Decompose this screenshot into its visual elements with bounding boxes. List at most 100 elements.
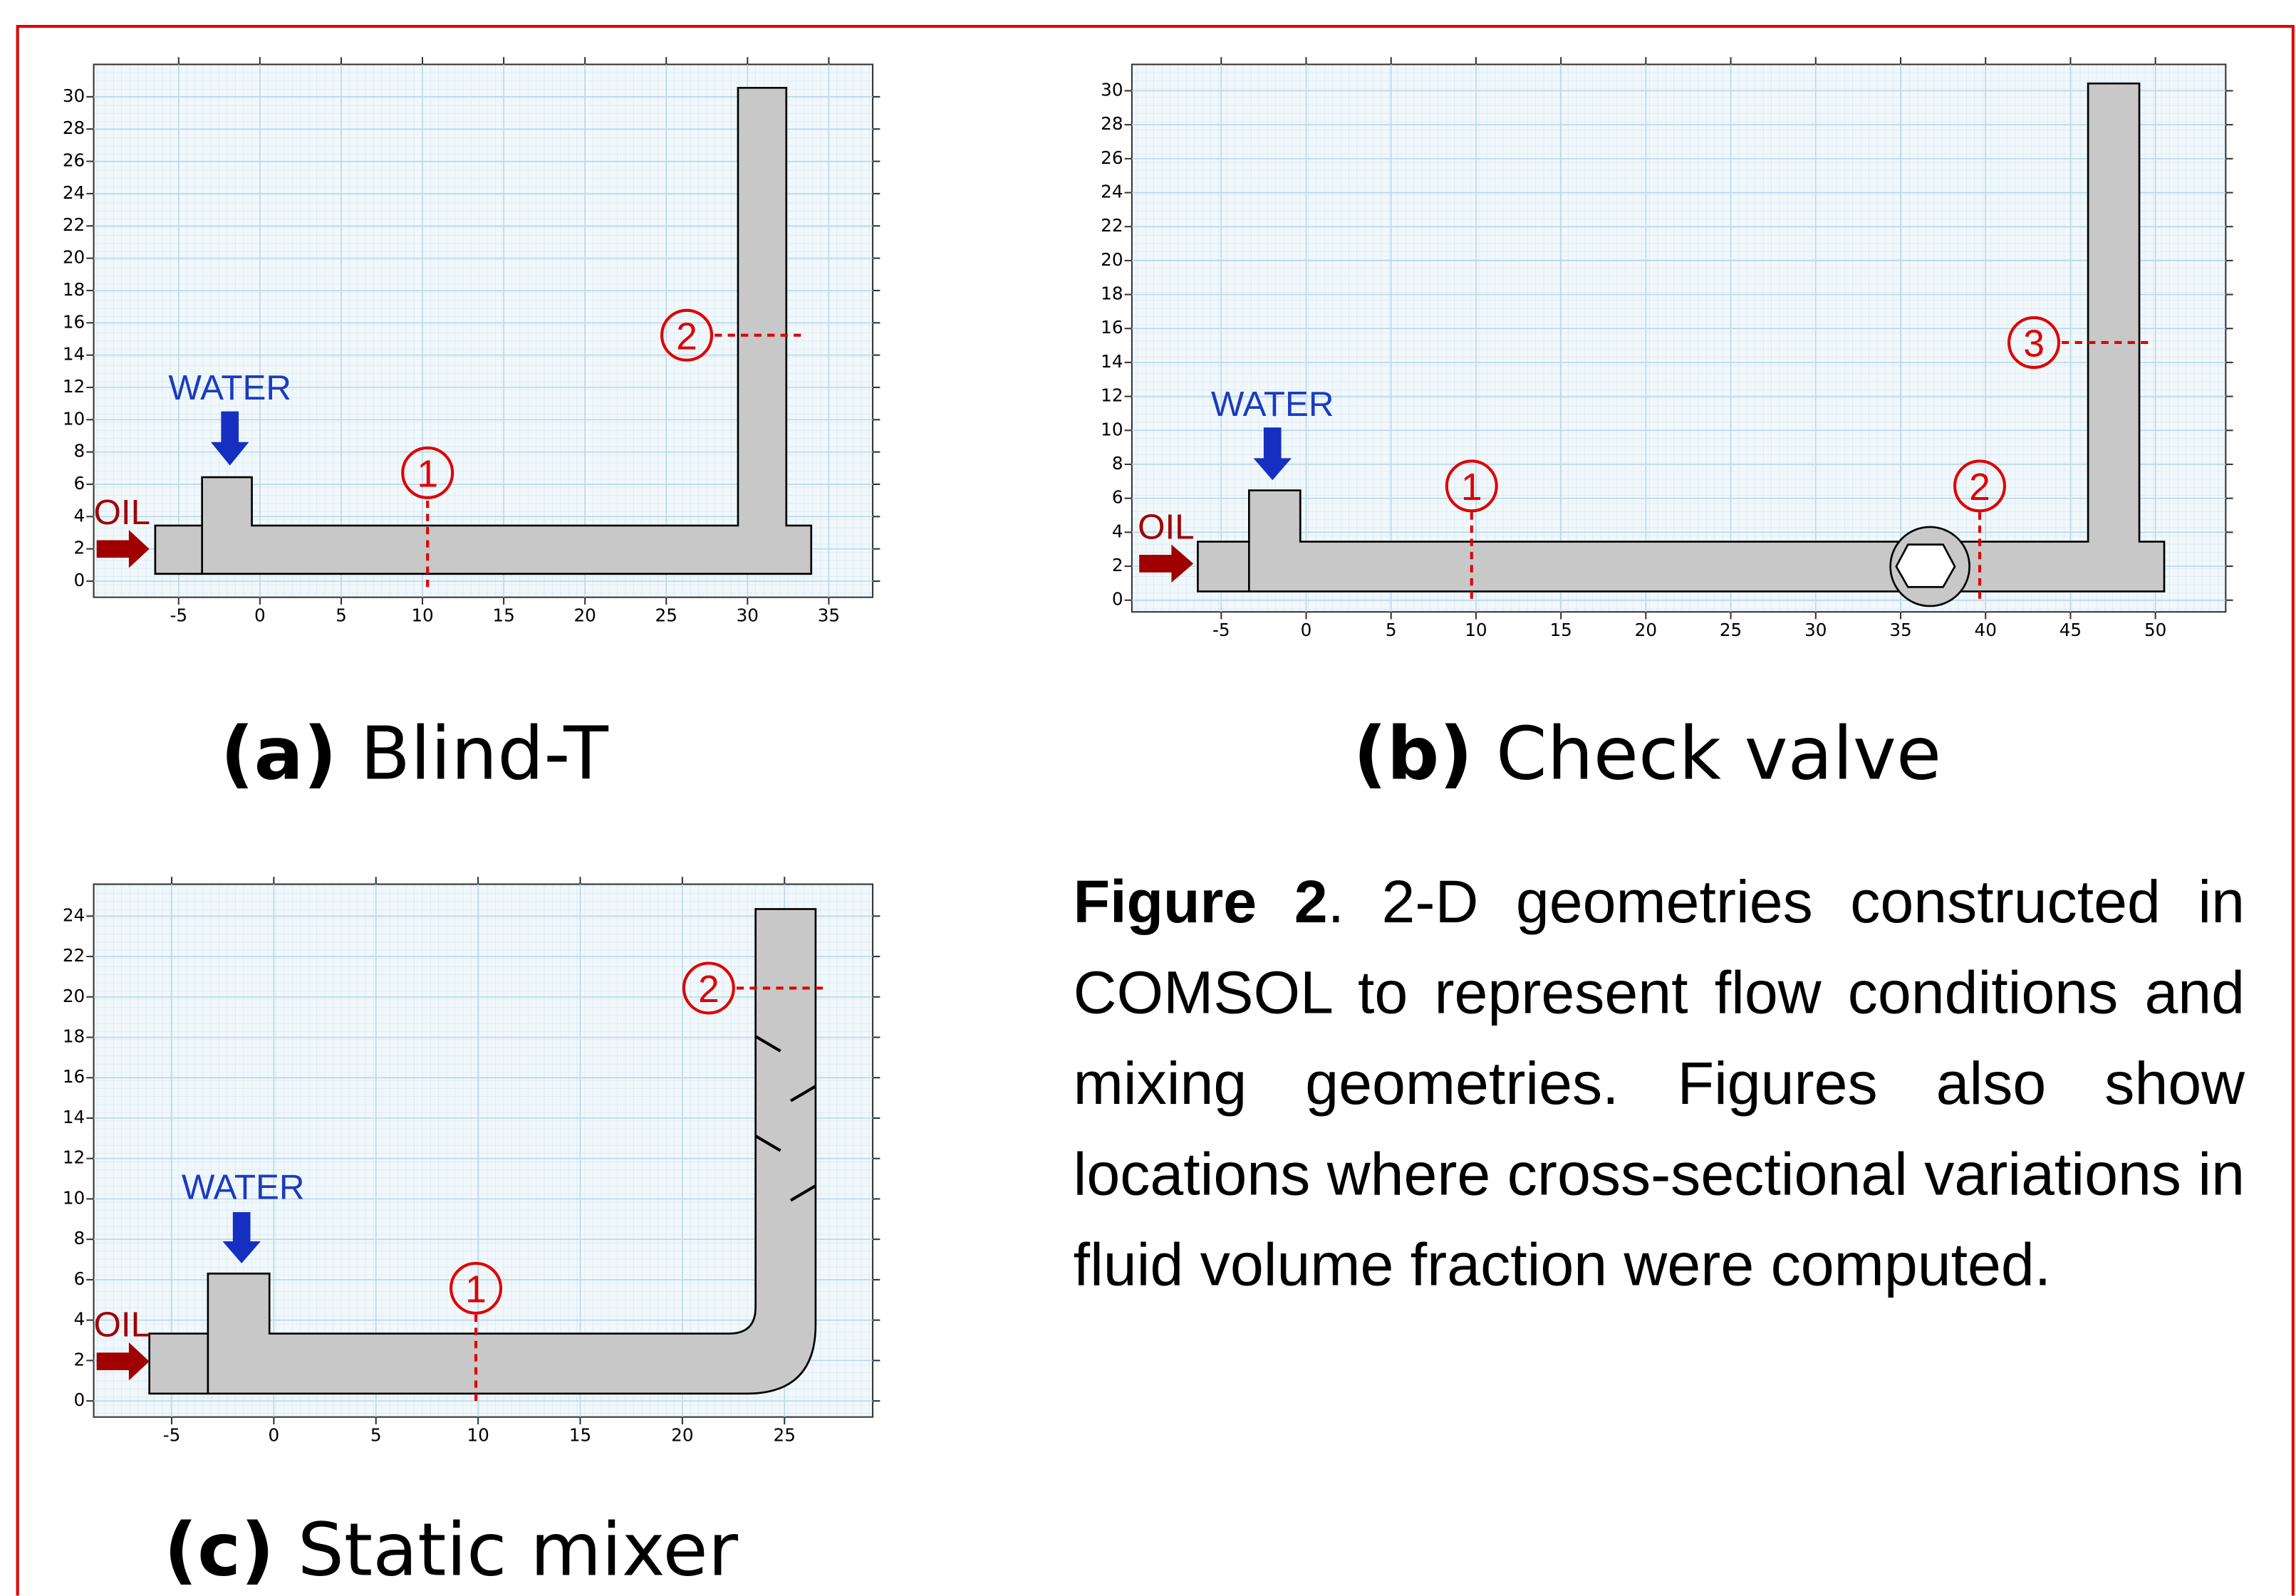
water-label: WATER: [1211, 385, 1334, 424]
x-tick-label: 50: [2144, 620, 2166, 640]
caption-space: [337, 712, 360, 797]
y-tick-label: 30: [1101, 79, 1123, 100]
y-tick-label: 28: [1101, 113, 1123, 134]
y-tick-label: 26: [63, 150, 85, 171]
y-tick-label: 6: [74, 1268, 85, 1289]
caption-label: (a): [221, 712, 337, 797]
oil-arrow: [96, 1342, 150, 1381]
y-tick-label: 8: [1112, 453, 1123, 474]
probe-label: 1: [417, 453, 438, 495]
y-tick-label: 20: [63, 247, 85, 268]
x-tick-label: 20: [671, 1424, 693, 1445]
y-tick-label: 6: [1112, 487, 1123, 508]
y-tick-label: 18: [1101, 283, 1123, 304]
x-tick-label: 20: [1635, 620, 1657, 640]
caption-text: Static mixer: [298, 1508, 739, 1593]
y-tick-label: 22: [63, 945, 85, 966]
y-tick-label: 14: [1101, 351, 1123, 372]
caption-label: (c): [164, 1508, 274, 1593]
y-tick-label: 4: [74, 505, 85, 526]
x-tick-label: 15: [569, 1424, 591, 1445]
y-tick-label: 24: [63, 182, 85, 203]
y-tick-label: 20: [1101, 249, 1123, 270]
border: [16, 24, 2295, 1596]
x-tick-label: 0: [269, 1424, 280, 1445]
x-tick-label: 5: [370, 1424, 382, 1445]
x-tick-label: 15: [1549, 620, 1572, 640]
y-tick-label: 2: [74, 538, 85, 558]
y-tick-label: 30: [63, 85, 85, 106]
oil-label: OIL: [1138, 507, 1195, 546]
figure-caption: Figure 2. 2-D geometries constructed in …: [1074, 856, 2245, 1310]
y-tick-label: 12: [63, 376, 85, 397]
water-label: WATER: [182, 1167, 305, 1206]
probe-label: 1: [465, 1268, 487, 1310]
y-tick-label: 10: [63, 1187, 85, 1208]
y-tick-label: 22: [1101, 215, 1123, 236]
caption-text: Blind-T: [360, 712, 609, 797]
y-tick-label: 16: [63, 311, 85, 332]
y-tick-label: 0: [1112, 589, 1123, 610]
y-tick-label: 26: [1101, 147, 1123, 168]
probe-label: 1: [1461, 466, 1482, 508]
y-tick-label: 16: [63, 1066, 85, 1087]
probes-c: [450, 961, 825, 1403]
probes-a: [401, 308, 803, 589]
y-tick-label: 20: [63, 986, 85, 1006]
caption: (b) Check valve: [1354, 712, 1941, 797]
y-tick-label: 16: [1101, 317, 1123, 338]
y-tick-label: 4: [1112, 521, 1123, 541]
water-label: WATER: [168, 368, 291, 407]
geometry-c: [148, 908, 817, 1395]
caption-label: (b): [1354, 712, 1473, 797]
x-tick-label: 35: [818, 605, 840, 625]
y-tick-label: 12: [63, 1147, 85, 1168]
y-tick-label: 22: [63, 214, 85, 235]
figure-text: . 2-D geometries constructed in COMSOL t…: [1073, 867, 2245, 1299]
water-arrow: [1253, 427, 1292, 481]
geometry-a: [154, 86, 813, 575]
caption-text: Check valve: [1496, 712, 1941, 797]
y-tick-label: 28: [63, 118, 85, 138]
y-tick-label: 10: [1101, 419, 1123, 439]
y-tick-label: 0: [74, 570, 85, 590]
oil-arrow: [1139, 544, 1194, 583]
probe-label: 3: [2023, 323, 2045, 365]
oil-label: OIL: [94, 493, 151, 532]
y-tick-label: 14: [63, 1107, 85, 1127]
x-tick-label: 25: [655, 605, 677, 625]
y-tick-label: 2: [74, 1349, 85, 1370]
y-tick-label: 4: [74, 1309, 85, 1330]
caption: (a) Blind-T: [221, 712, 610, 797]
y-tick-label: 6: [74, 473, 85, 494]
y-tick-label: 8: [74, 1228, 85, 1248]
x-tick-label: 30: [737, 605, 759, 625]
probes-b: [1445, 315, 2150, 600]
y-tick-label: 12: [1101, 385, 1123, 406]
x-tick-label: -5: [1212, 620, 1230, 640]
caption: (c) Static mixer: [164, 1508, 739, 1593]
x-tick-label: 10: [467, 1424, 489, 1445]
caption-space: [1472, 712, 1496, 797]
y-tick-label: 2: [1112, 555, 1123, 575]
x-tick-label: 45: [2059, 620, 2082, 640]
x-tick-label: 0: [1301, 620, 1312, 640]
x-tick-label: 10: [1465, 620, 1487, 640]
x-tick-label: 5: [336, 605, 347, 625]
x-tick-label: 10: [411, 605, 433, 625]
y-tick-label: 0: [74, 1389, 85, 1410]
x-tick-label: 20: [573, 605, 596, 625]
caption-space: [274, 1508, 298, 1593]
y-tick-label: 18: [63, 1026, 85, 1047]
water-arrow: [222, 1211, 261, 1263]
y-tick-label: 18: [63, 279, 85, 300]
x-tick-label: 0: [254, 605, 266, 625]
oil-label: OIL: [94, 1305, 151, 1345]
x-tick-label: 25: [1720, 620, 1742, 640]
probe-label: 2: [1969, 466, 1990, 508]
probe-label: 2: [698, 969, 720, 1011]
x-tick-label: 35: [1889, 620, 1911, 640]
x-tick-label: -5: [170, 605, 187, 625]
